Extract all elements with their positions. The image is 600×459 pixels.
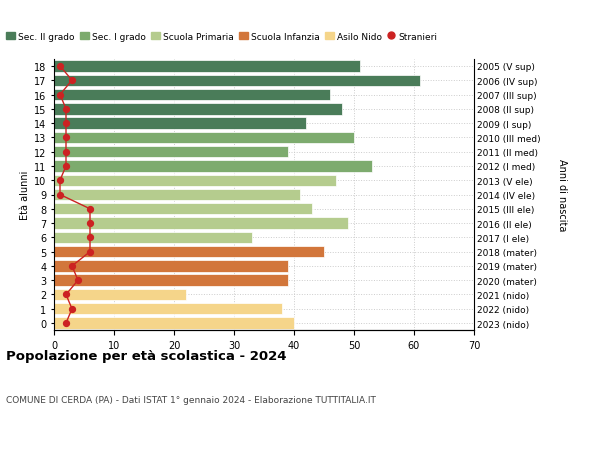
Point	[61, 134, 71, 142]
Bar	[54, 90, 330, 101]
Point	[55, 92, 65, 99]
Point	[67, 305, 77, 313]
Point	[55, 191, 65, 199]
Bar	[54, 261, 288, 272]
Point	[61, 163, 71, 170]
Point	[67, 78, 77, 85]
Text: COMUNE DI CERDA (PA) - Dati ISTAT 1° gennaio 2024 - Elaborazione TUTTITALIA.IT: COMUNE DI CERDA (PA) - Dati ISTAT 1° gen…	[6, 395, 376, 404]
Y-axis label: Anni di nascita: Anni di nascita	[557, 159, 567, 231]
Bar	[54, 246, 324, 258]
Point	[67, 263, 77, 270]
Point	[85, 248, 95, 256]
Bar	[54, 318, 294, 329]
Bar	[54, 289, 186, 301]
Bar	[54, 190, 300, 201]
Point	[85, 220, 95, 227]
Point	[85, 234, 95, 241]
Point	[73, 277, 83, 284]
Bar	[54, 61, 360, 73]
Legend: Sec. II grado, Sec. I grado, Scuola Primaria, Scuola Infanzia, Asilo Nido, Stran: Sec. II grado, Sec. I grado, Scuola Prim…	[3, 29, 441, 45]
Point	[61, 319, 71, 327]
Bar	[54, 232, 252, 244]
Point	[61, 291, 71, 298]
Bar	[54, 204, 312, 215]
Bar	[54, 175, 336, 186]
Bar	[54, 146, 288, 158]
Bar	[54, 132, 354, 144]
Bar	[54, 275, 288, 286]
Bar	[54, 104, 342, 115]
Point	[55, 63, 65, 71]
Bar	[54, 303, 282, 315]
Point	[61, 120, 71, 128]
Bar	[54, 161, 372, 172]
Point	[55, 177, 65, 185]
Text: Popolazione per età scolastica - 2024: Popolazione per età scolastica - 2024	[6, 349, 287, 362]
Y-axis label: Età alunni: Età alunni	[20, 170, 30, 220]
Point	[61, 149, 71, 156]
Point	[61, 106, 71, 113]
Bar	[54, 75, 420, 87]
Bar	[54, 218, 348, 230]
Point	[85, 206, 95, 213]
Bar	[54, 118, 306, 129]
